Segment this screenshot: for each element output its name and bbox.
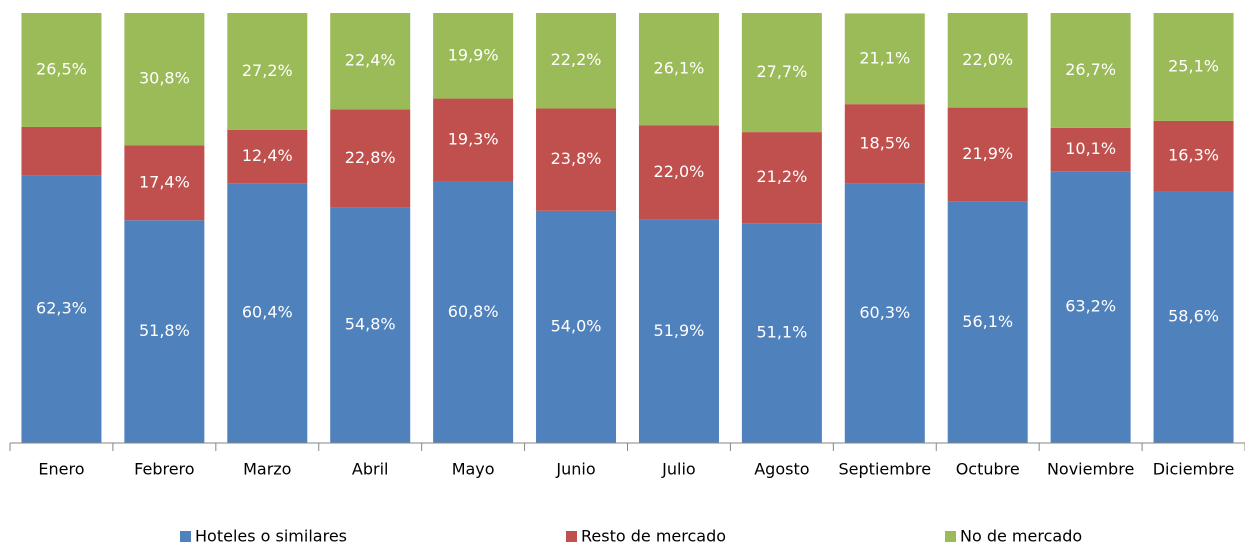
bar-segment (638, 13, 719, 126)
data-label: 21,1% (859, 48, 910, 67)
x-tick-label: Febrero (134, 460, 194, 479)
bar-segment (433, 181, 514, 443)
x-tick-label: Abril (352, 460, 389, 479)
data-label: 62,3% (36, 299, 87, 318)
data-label: 60,4% (242, 303, 293, 322)
bar-segment (1153, 120, 1234, 192)
data-label: 51,8% (139, 321, 190, 340)
data-label: 51,9% (654, 321, 705, 340)
x-tick-label: Noviembre (1047, 460, 1134, 479)
x-tick-label: Enero (38, 460, 84, 479)
bar-segment (536, 108, 617, 211)
legend-label: Hoteles o similares (195, 527, 347, 545)
data-label: 22,0% (654, 162, 705, 181)
data-label: 12,4% (242, 146, 293, 165)
legend-swatch (945, 531, 956, 542)
data-label: 51,1% (756, 323, 807, 342)
bar-segment (741, 132, 822, 224)
bar-segment (947, 13, 1028, 108)
data-label: 22,0% (962, 50, 1013, 69)
x-tick-label: Junio (555, 460, 595, 479)
data-label: 60,3% (859, 303, 910, 322)
bar-segment (844, 104, 925, 184)
data-label: 26,7% (1065, 60, 1116, 79)
data-label: 19,9% (448, 45, 499, 64)
bar-segment (1153, 191, 1234, 443)
bar-segment (741, 223, 822, 443)
bar-segment (844, 183, 925, 443)
data-label: 26,1% (654, 59, 705, 78)
x-tick-label: Julio (661, 460, 696, 479)
data-label: 54,0% (551, 316, 602, 335)
data-label: 60,8% (448, 302, 499, 321)
bar-segment (1050, 171, 1131, 444)
bar-segment (1050, 127, 1131, 172)
bar-segment (947, 201, 1028, 443)
data-label: 27,2% (242, 61, 293, 80)
data-label: 21,2% (756, 167, 807, 186)
bar-segment (638, 219, 719, 443)
bar-segment (947, 107, 1028, 202)
bar-segment (638, 125, 719, 220)
data-label: 26,5% (36, 59, 87, 78)
data-label: 30,8% (139, 69, 190, 88)
bar-segment (433, 98, 514, 182)
bar-segment (124, 145, 205, 221)
bar-segment (227, 13, 308, 130)
bar-segment (227, 129, 308, 184)
bar-segment (536, 13, 617, 109)
x-tick-label: Diciembre (1153, 460, 1235, 479)
data-label: 22,4% (345, 51, 396, 70)
bar-segment (741, 13, 822, 133)
bar-segment (1153, 13, 1234, 121)
legend-swatch (566, 531, 577, 542)
data-label: 63,2% (1065, 297, 1116, 316)
bar-segment (124, 220, 205, 443)
bar-segment (330, 207, 411, 443)
data-label: 56,1% (962, 312, 1013, 331)
x-tick-label: Agosto (754, 460, 809, 479)
bar-segment (124, 13, 205, 146)
data-label: 22,2% (551, 50, 602, 69)
bar-segment (1050, 13, 1131, 128)
bar-segment (433, 13, 514, 99)
data-label: 18,5% (859, 133, 910, 152)
x-tick-label: Septiembre (839, 460, 932, 479)
legend-swatch (180, 531, 191, 542)
data-label: 27,7% (756, 62, 807, 81)
bar-segment (227, 183, 308, 443)
bar-segment (330, 109, 411, 208)
data-label: 10,1% (1065, 139, 1116, 158)
data-label: 23,8% (551, 149, 602, 168)
data-label: 17,4% (139, 172, 190, 191)
x-tick-label: Mayo (452, 460, 495, 479)
data-label: 54,8% (345, 315, 396, 334)
bar-segment (330, 13, 411, 110)
legend-label: Resto de mercado (581, 527, 726, 545)
data-label: 25,1% (1168, 56, 1219, 75)
data-label: 19,3% (448, 130, 499, 149)
bar-segment (21, 13, 102, 127)
data-label: 16,3% (1168, 145, 1219, 164)
legend-label: No de mercado (960, 527, 1082, 545)
bar-segment (21, 126, 102, 176)
data-label: 58,6% (1168, 307, 1219, 326)
data-label: 21,9% (962, 144, 1013, 163)
bar-segment (844, 13, 925, 105)
data-label: 22,8% (345, 148, 396, 167)
bar-segment (21, 175, 102, 444)
x-tick-label: Marzo (243, 460, 291, 479)
x-tick-label: Octubre (956, 460, 1020, 479)
bar-segment (536, 210, 617, 443)
